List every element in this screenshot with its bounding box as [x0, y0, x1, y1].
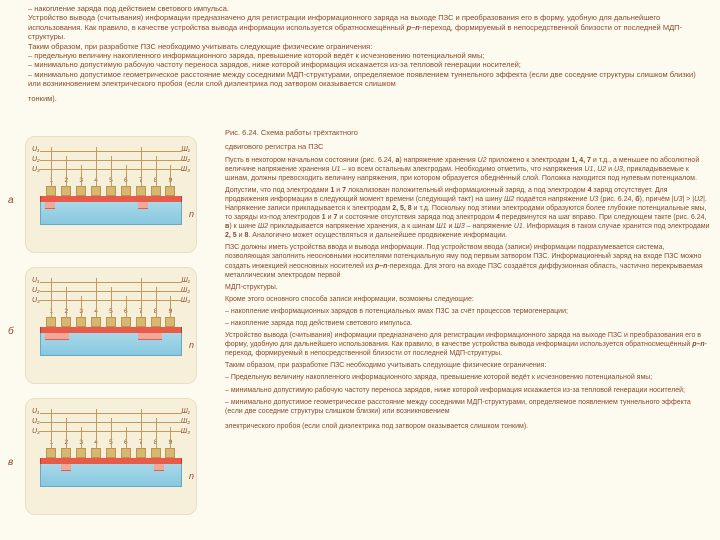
diagram-panel: бU₁U₂U₃Ш₁Ш₂Ш₃123456789n	[25, 267, 197, 384]
ccd-device: 123456789n	[40, 441, 182, 491]
electrode	[76, 317, 86, 327]
diagram-column: а U₁U₂U₃ Ш₁Ш₂Ш₃ 123456789n б U₁U₂U₃ Ш₁Ш₂Ш₃ 1234…	[0, 128, 225, 529]
electrode	[106, 186, 116, 196]
intro-line: – минимально допустимую рабочую частоту …	[28, 60, 710, 69]
electrode	[151, 448, 161, 458]
paragraph: МДП-структуры.	[225, 283, 710, 292]
right-paragraphs: Пусть в некотором начальном состоянии (р…	[225, 156, 710, 431]
electrode	[165, 186, 175, 196]
intro-line: – минимально допустимое геометрическое р…	[28, 70, 710, 89]
intro-text: – накопление заряда под действием светов…	[28, 4, 710, 104]
potential-well	[138, 202, 148, 209]
electrode	[165, 317, 175, 327]
potential-well	[45, 202, 55, 209]
paragraph: электрического пробоя (если слой диэлект…	[225, 422, 710, 431]
substrate-layer	[40, 333, 182, 356]
electrode	[91, 317, 101, 327]
intro-line: Устройство вывода (считывания) информаци…	[28, 13, 710, 41]
potential-well	[138, 333, 162, 340]
figure-caption-1: Рис. 6.24. Схема работы трёхтактного	[225, 128, 710, 138]
panel-label: б	[8, 326, 14, 337]
electrode	[76, 448, 86, 458]
substrate-type-label: n	[189, 340, 194, 350]
electrode	[106, 317, 116, 327]
bus-labels: Ш₁Ш₂Ш₃	[181, 145, 190, 174]
right-text-column: Рис. 6.24. Схема работы трёхтактного сдв…	[225, 128, 720, 529]
intro-line: – предельную величину накопленного инфор…	[28, 51, 710, 60]
intro-line: – накопление заряда под действием светов…	[28, 4, 710, 13]
figure-caption-2: сдвигового регистра на ПЗС	[225, 142, 710, 152]
electrode	[61, 448, 71, 458]
electrode	[46, 186, 56, 196]
electrode	[136, 448, 146, 458]
potential-well	[154, 464, 164, 471]
substrate-layer	[40, 202, 182, 225]
paragraph: – накопление заряда под действием светов…	[225, 319, 710, 328]
electrodes-row	[40, 448, 182, 458]
electrode	[61, 317, 71, 327]
ccd-device: 123456789n	[40, 310, 182, 360]
paragraph: Кроме этого основного способа записи инф…	[225, 295, 710, 304]
electrode	[136, 317, 146, 327]
electrodes-row	[40, 317, 182, 327]
u-voltage-labels: U₁U₂U₃	[32, 145, 40, 174]
u-voltage-labels: U₁U₂U₃	[32, 407, 40, 436]
electrode	[136, 186, 146, 196]
electrode	[46, 448, 56, 458]
paragraph: – Предельную величину накопленного инфор…	[225, 373, 710, 382]
electrode	[91, 186, 101, 196]
electrodes-row	[40, 186, 182, 196]
electrode	[61, 186, 71, 196]
electrode	[121, 448, 131, 458]
substrate-layer	[40, 464, 182, 487]
panel-label: а	[8, 195, 14, 206]
substrate-type-label: n	[189, 471, 194, 481]
electrode	[121, 317, 131, 327]
bus-labels: Ш₁Ш₂Ш₃	[181, 276, 190, 305]
ccd-device: 123456789n	[40, 179, 182, 229]
potential-well	[61, 464, 71, 471]
paragraph: – накопление информационных зарядов в по…	[225, 307, 710, 316]
electrode	[46, 317, 56, 327]
panel-label: в	[8, 457, 13, 468]
paragraph: Допустим, что под электродами 1 и 7 лока…	[225, 186, 710, 241]
diagram-panel: вU₁U₂U₃Ш₁Ш₂Ш₃123456789n	[25, 398, 197, 515]
substrate-type-label: n	[189, 209, 194, 219]
paragraph: – минимально допустимое геометрическое р…	[225, 398, 710, 416]
paragraph: ПЗС должны иметь устройства ввода и выво…	[225, 243, 710, 279]
u-voltage-labels: U₁U₂U₃	[32, 276, 40, 305]
diagram-panel: аU₁U₂U₃Ш₁Ш₂Ш₃123456789n	[25, 136, 197, 253]
bus-labels: Ш₁Ш₂Ш₃	[181, 407, 190, 436]
potential-well	[45, 333, 69, 340]
paragraph: – минимально допустимую рабочую частоту …	[225, 386, 710, 395]
electrode	[91, 448, 101, 458]
electrode	[76, 186, 86, 196]
electrode	[121, 186, 131, 196]
electrode	[106, 448, 116, 458]
electrode	[165, 448, 175, 458]
electrode	[151, 317, 161, 327]
paragraph: Пусть в некотором начальном состоянии (р…	[225, 156, 710, 183]
intro-line: тонким).	[28, 94, 710, 103]
paragraph: Таким образом, при разработке ПЗС необхо…	[225, 361, 710, 370]
main-row: а U₁U₂U₃ Ш₁Ш₂Ш₃ 123456789n б U₁U₂U₃ Ш₁Ш₂Ш₃ 1234…	[0, 128, 720, 529]
intro-line: Таким образом, при разработке ПЗС необхо…	[28, 42, 710, 51]
paragraph: Устройство вывода (считывания) информаци…	[225, 331, 710, 358]
electrode	[151, 186, 161, 196]
